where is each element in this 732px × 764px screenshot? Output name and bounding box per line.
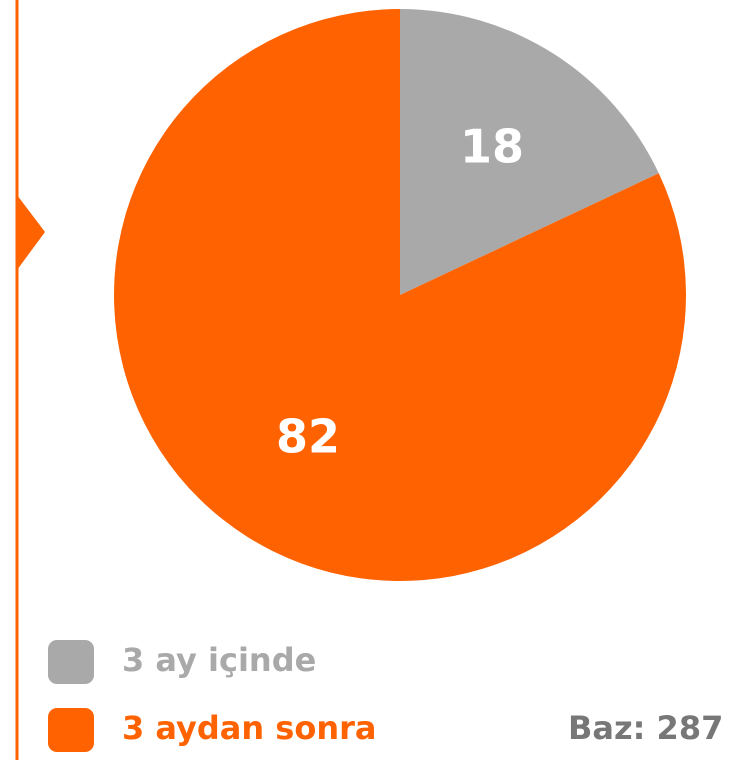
side-pointer [17, 195, 45, 270]
legend-label: 3 ay içinde [122, 641, 316, 679]
slice-label: 82 [276, 409, 340, 463]
pie-slice [400, 9, 659, 295]
pie-slice [113, 9, 686, 581]
slice-label: 18 [460, 120, 524, 174]
legend-label: 3 aydan sonra [122, 709, 376, 747]
base-note: Baz: 287 [568, 709, 723, 747]
legend-swatch [48, 708, 94, 752]
legend-swatch [48, 640, 94, 684]
